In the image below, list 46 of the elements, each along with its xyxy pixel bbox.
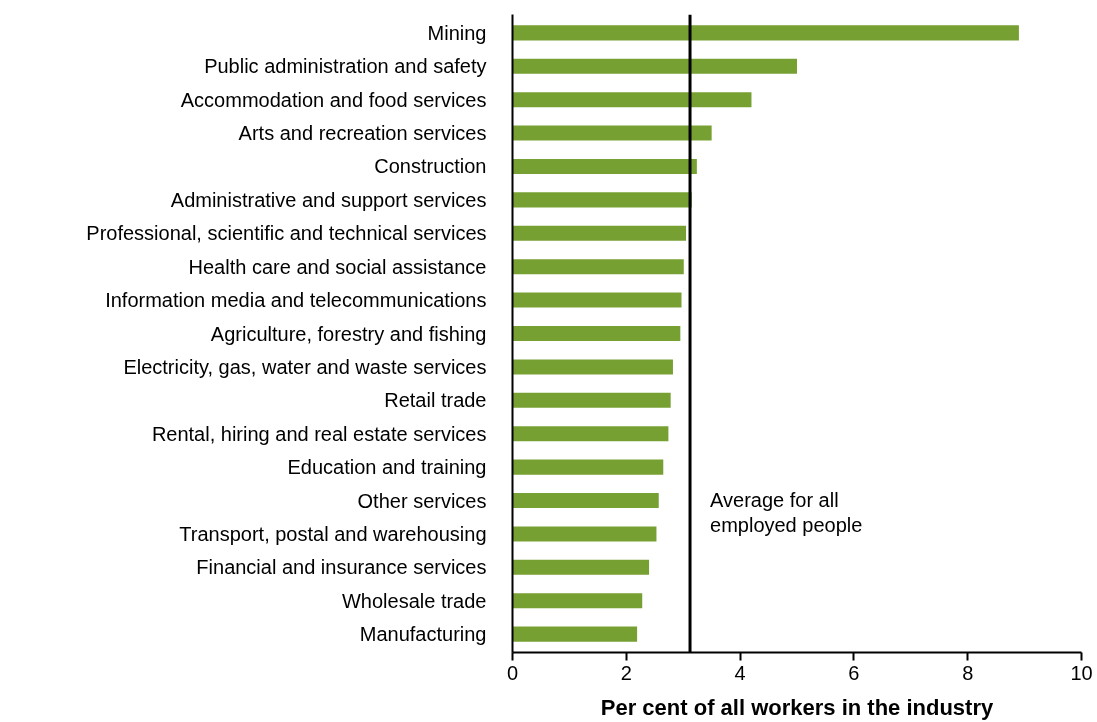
y-tick-label: Education and training — [287, 456, 487, 479]
y-tick-label: Electricity, gas, water and waste services — [123, 355, 487, 378]
bar — [512, 593, 643, 609]
bar — [512, 25, 1019, 41]
x-tick-label: 8 — [962, 661, 974, 684]
x-tick-label: 0 — [506, 661, 519, 684]
y-tick-label: Rental, hiring and real estate services — [151, 422, 487, 445]
bar — [512, 192, 692, 208]
x-tick-label: 4 — [734, 661, 746, 684]
y-tick-label: Retail trade — [384, 389, 487, 412]
y-tick-label: Construction — [374, 155, 487, 178]
x-tick-label: 6 — [848, 661, 860, 684]
x-axis-title: Per cent of all workers in the industry — [600, 694, 994, 720]
y-tick-label: Information media and telecommunications — [105, 289, 487, 312]
bar — [512, 259, 684, 275]
bar — [512, 392, 671, 408]
bar — [512, 58, 797, 74]
bar — [512, 158, 697, 174]
bar — [512, 526, 657, 542]
y-tick-label: Wholesale trade — [341, 589, 487, 612]
y-tick-label: Agriculture, forestry and fishing — [210, 322, 487, 345]
ref-line-label: Average for all employed people — [710, 488, 863, 536]
y-tick-label: Manufacturing — [359, 623, 487, 646]
bar — [512, 426, 669, 442]
bar — [512, 459, 664, 475]
x-tick-label: 10 — [1070, 661, 1093, 684]
y-tick-label: Arts and recreation services — [238, 122, 487, 145]
y-tick-label: Financial and insurance services — [196, 556, 487, 579]
bar — [512, 325, 681, 342]
bar — [512, 626, 638, 642]
bar — [512, 493, 659, 509]
bar — [512, 559, 650, 575]
bar — [512, 92, 752, 108]
y-tick-label: Public administration and safety — [204, 55, 487, 78]
y-tick-label: Health care and social assistance — [188, 255, 487, 278]
y-tick-label: Accommodation and food services — [180, 88, 487, 111]
x-tick-label: 2 — [620, 661, 632, 684]
y-tick-label: Transport, postal and warehousing — [179, 522, 487, 545]
bar — [512, 359, 673, 375]
bar — [512, 292, 682, 308]
y-tick-label: Mining — [427, 21, 487, 44]
bar — [512, 125, 712, 141]
y-tick-label: Professional, scientific and technical services — [86, 222, 487, 245]
y-tick-label: Administrative and support services — [170, 188, 487, 211]
y-tick-label: Other services — [357, 489, 487, 512]
bar — [512, 225, 687, 241]
